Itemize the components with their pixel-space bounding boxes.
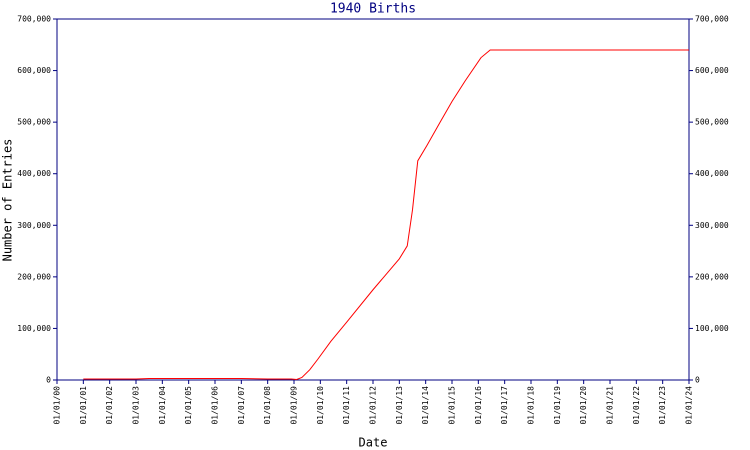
y2-tick-label: 300,000 — [695, 221, 729, 230]
y-tick-label: 100,000 — [17, 324, 51, 333]
y-tick-label: 400,000 — [17, 169, 51, 178]
x-tick-label: 01/01/15 — [448, 386, 457, 425]
y-tick-label: 0 — [46, 376, 51, 385]
y-tick-label: 500,000 — [17, 118, 51, 127]
x-tick-label: 01/01/10 — [316, 386, 325, 425]
y-tick-label: 700,000 — [17, 15, 51, 24]
x-tick-label: 01/01/03 — [132, 386, 141, 425]
y-tick-label: 300,000 — [17, 221, 51, 230]
x-tick-label: 01/01/11 — [342, 386, 351, 425]
plot-frame — [56, 18, 690, 381]
x-tick-label: 01/01/12 — [369, 386, 378, 425]
x-tick-label: 01/01/16 — [474, 386, 483, 425]
x-tick-label: 01/01/02 — [105, 386, 114, 425]
x-tick-label: 01/01/18 — [527, 386, 536, 425]
y-axis-label: Number of Entries — [1, 139, 15, 262]
x-tick-label: 01/01/09 — [290, 386, 299, 425]
x-tick-label: 01/01/08 — [263, 386, 272, 425]
y2-tick-label: 500,000 — [695, 118, 729, 127]
y-tick-label: 600,000 — [17, 66, 51, 75]
x-tick-label: 01/01/07 — [237, 386, 246, 425]
x-tick-label: 01/01/00 — [53, 386, 62, 425]
x-tick-label: 01/01/06 — [211, 386, 220, 425]
x-tick-label: 01/01/21 — [606, 386, 615, 425]
x-tick-label: 01/01/23 — [658, 386, 667, 425]
x-tick-label: 01/01/01 — [79, 386, 88, 425]
x-tick-label: 01/01/04 — [158, 386, 167, 425]
y2-tick-label: 0 — [695, 376, 700, 385]
chart-title: 1940 Births — [330, 2, 416, 17]
x-tick-label: 01/01/13 — [395, 386, 404, 425]
x-tick-label: 01/01/17 — [500, 386, 509, 425]
y2-tick-label: 400,000 — [695, 169, 729, 178]
data-line — [83, 49, 689, 380]
y-tick-label: 200,000 — [17, 272, 51, 281]
x-axis-label: Date — [359, 436, 388, 450]
x-tick-label: 01/01/19 — [553, 386, 562, 425]
x-tick-label: 01/01/22 — [632, 386, 641, 425]
x-tick-label: 01/01/05 — [184, 386, 193, 425]
x-tick-label: 01/01/14 — [421, 386, 430, 425]
y2-tick-label: 100,000 — [695, 324, 729, 333]
x-tick-label: 01/01/20 — [579, 386, 588, 425]
y2-tick-label: 700,000 — [695, 15, 729, 24]
y2-tick-label: 200,000 — [695, 272, 729, 281]
y2-tick-label: 600,000 — [695, 66, 729, 75]
x-tick-label: 01/01/24 — [685, 386, 694, 425]
